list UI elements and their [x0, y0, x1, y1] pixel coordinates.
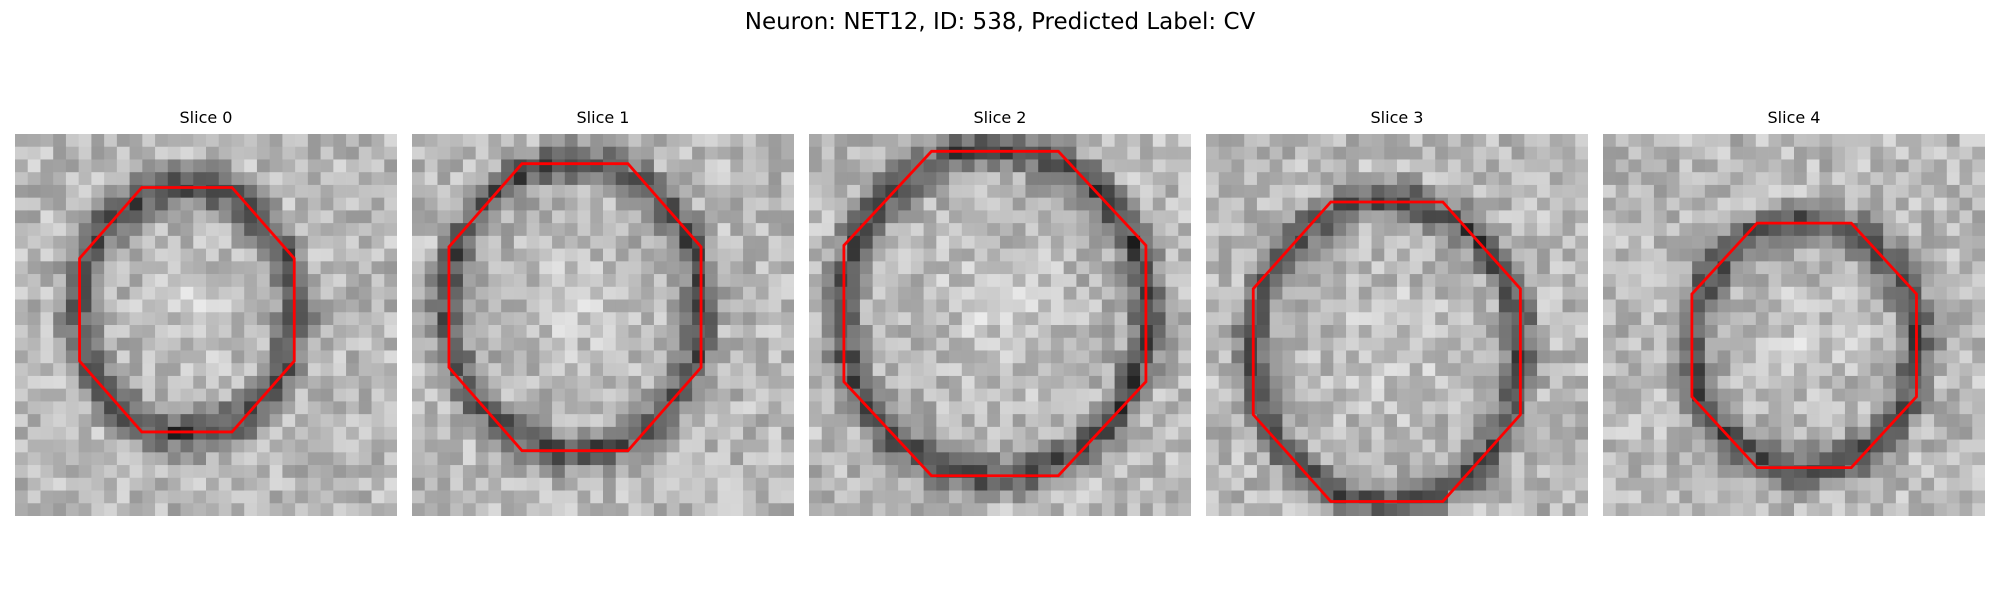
- slice-title-0: Slice 0: [179, 108, 233, 127]
- slice-panel-4: Slice 4: [1603, 106, 1985, 518]
- segmentation-contour: [842, 149, 1148, 478]
- figure-title: Neuron: NET12, ID: 538, Predicted Label:…: [744, 9, 1256, 35]
- slice-image-3: [1206, 134, 1588, 516]
- slice-title-4: Slice 4: [1767, 108, 1821, 127]
- segmentation-contour: [78, 186, 296, 434]
- slice-panel-2: Slice 2: [809, 106, 1191, 518]
- segmentation-contour: [1690, 221, 1918, 470]
- slice-image-4: [1603, 134, 1985, 516]
- slice-title-2: Slice 2: [973, 108, 1027, 127]
- slice-image-1: [412, 134, 794, 516]
- slice-panel-3: Slice 3: [1206, 106, 1588, 518]
- slice-panel-1: Slice 1: [412, 106, 794, 518]
- slice-title-1: Slice 1: [576, 108, 630, 127]
- slice-image-2: [809, 134, 1191, 516]
- slice-panel-0: Slice 0: [15, 106, 397, 518]
- segmentation-contour: [1251, 200, 1522, 503]
- slice-image-0: [15, 134, 397, 516]
- segmentation-contour: [447, 162, 703, 453]
- slice-title-3: Slice 3: [1370, 108, 1424, 127]
